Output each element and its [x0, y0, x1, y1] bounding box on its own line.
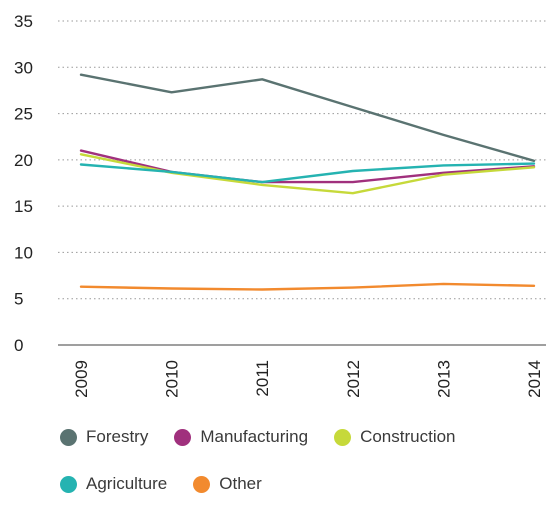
y-tick-label: 5 — [14, 290, 23, 309]
legend-label: Construction — [360, 427, 456, 446]
y-tick-label: 0 — [14, 336, 23, 355]
legend-item-forestry[interactable]: Forestry — [60, 427, 148, 447]
x-axis-tick-labels: 2009 2010 2011 2012 2013 2014 — [72, 360, 544, 398]
legend-swatch-construction — [334, 428, 352, 446]
x-tick-label: 2009 — [72, 360, 91, 398]
line-chart: 0 5 10 15 20 25 30 35 2009 2010 2011 2012 2013 2014 — [14, 12, 546, 398]
legend-item-agriculture[interactable]: Agriculture — [60, 474, 167, 494]
legend-item-construction[interactable]: Construction — [334, 427, 456, 447]
y-axis-tick-labels: 0 5 10 15 20 25 30 35 — [14, 12, 33, 355]
x-tick-label: 2010 — [163, 360, 182, 398]
y-tick-label: 10 — [14, 243, 33, 262]
series-line-manufacturing — [79, 149, 536, 184]
x-tick-label: 2014 — [525, 360, 544, 398]
legend-row-1: Forestry Manufacturing Construction — [60, 427, 482, 447]
legend-item-other[interactable]: Other — [193, 474, 262, 494]
series-lines — [79, 73, 536, 291]
legend-swatch-forestry — [60, 428, 77, 446]
series-line-agriculture — [79, 162, 536, 184]
series-line-other — [79, 282, 536, 291]
x-tick-label: 2011 — [253, 360, 272, 397]
y-tick-label: 35 — [14, 12, 33, 31]
series-line-forestry — [79, 73, 536, 163]
y-tick-label: 20 — [14, 151, 33, 170]
legend-swatch-agriculture — [60, 475, 77, 493]
x-tick-label: 2013 — [434, 360, 453, 398]
legend-swatch-manufacturing — [174, 428, 192, 446]
legend-label: Manufacturing — [200, 427, 309, 446]
legend-label: Agriculture — [86, 474, 168, 493]
legend-row-2: Agriculture Other — [60, 474, 288, 494]
y-tick-label: 15 — [14, 197, 33, 216]
gridlines — [58, 20, 546, 346]
legend-label: Forestry — [86, 427, 149, 446]
y-tick-label: 25 — [14, 105, 33, 124]
y-tick-label: 30 — [14, 58, 33, 77]
legend-item-manufacturing[interactable]: Manufacturing — [174, 427, 308, 447]
x-tick-label: 2012 — [344, 360, 363, 398]
legend-swatch-other — [193, 475, 211, 493]
legend-label: Other — [219, 474, 262, 493]
